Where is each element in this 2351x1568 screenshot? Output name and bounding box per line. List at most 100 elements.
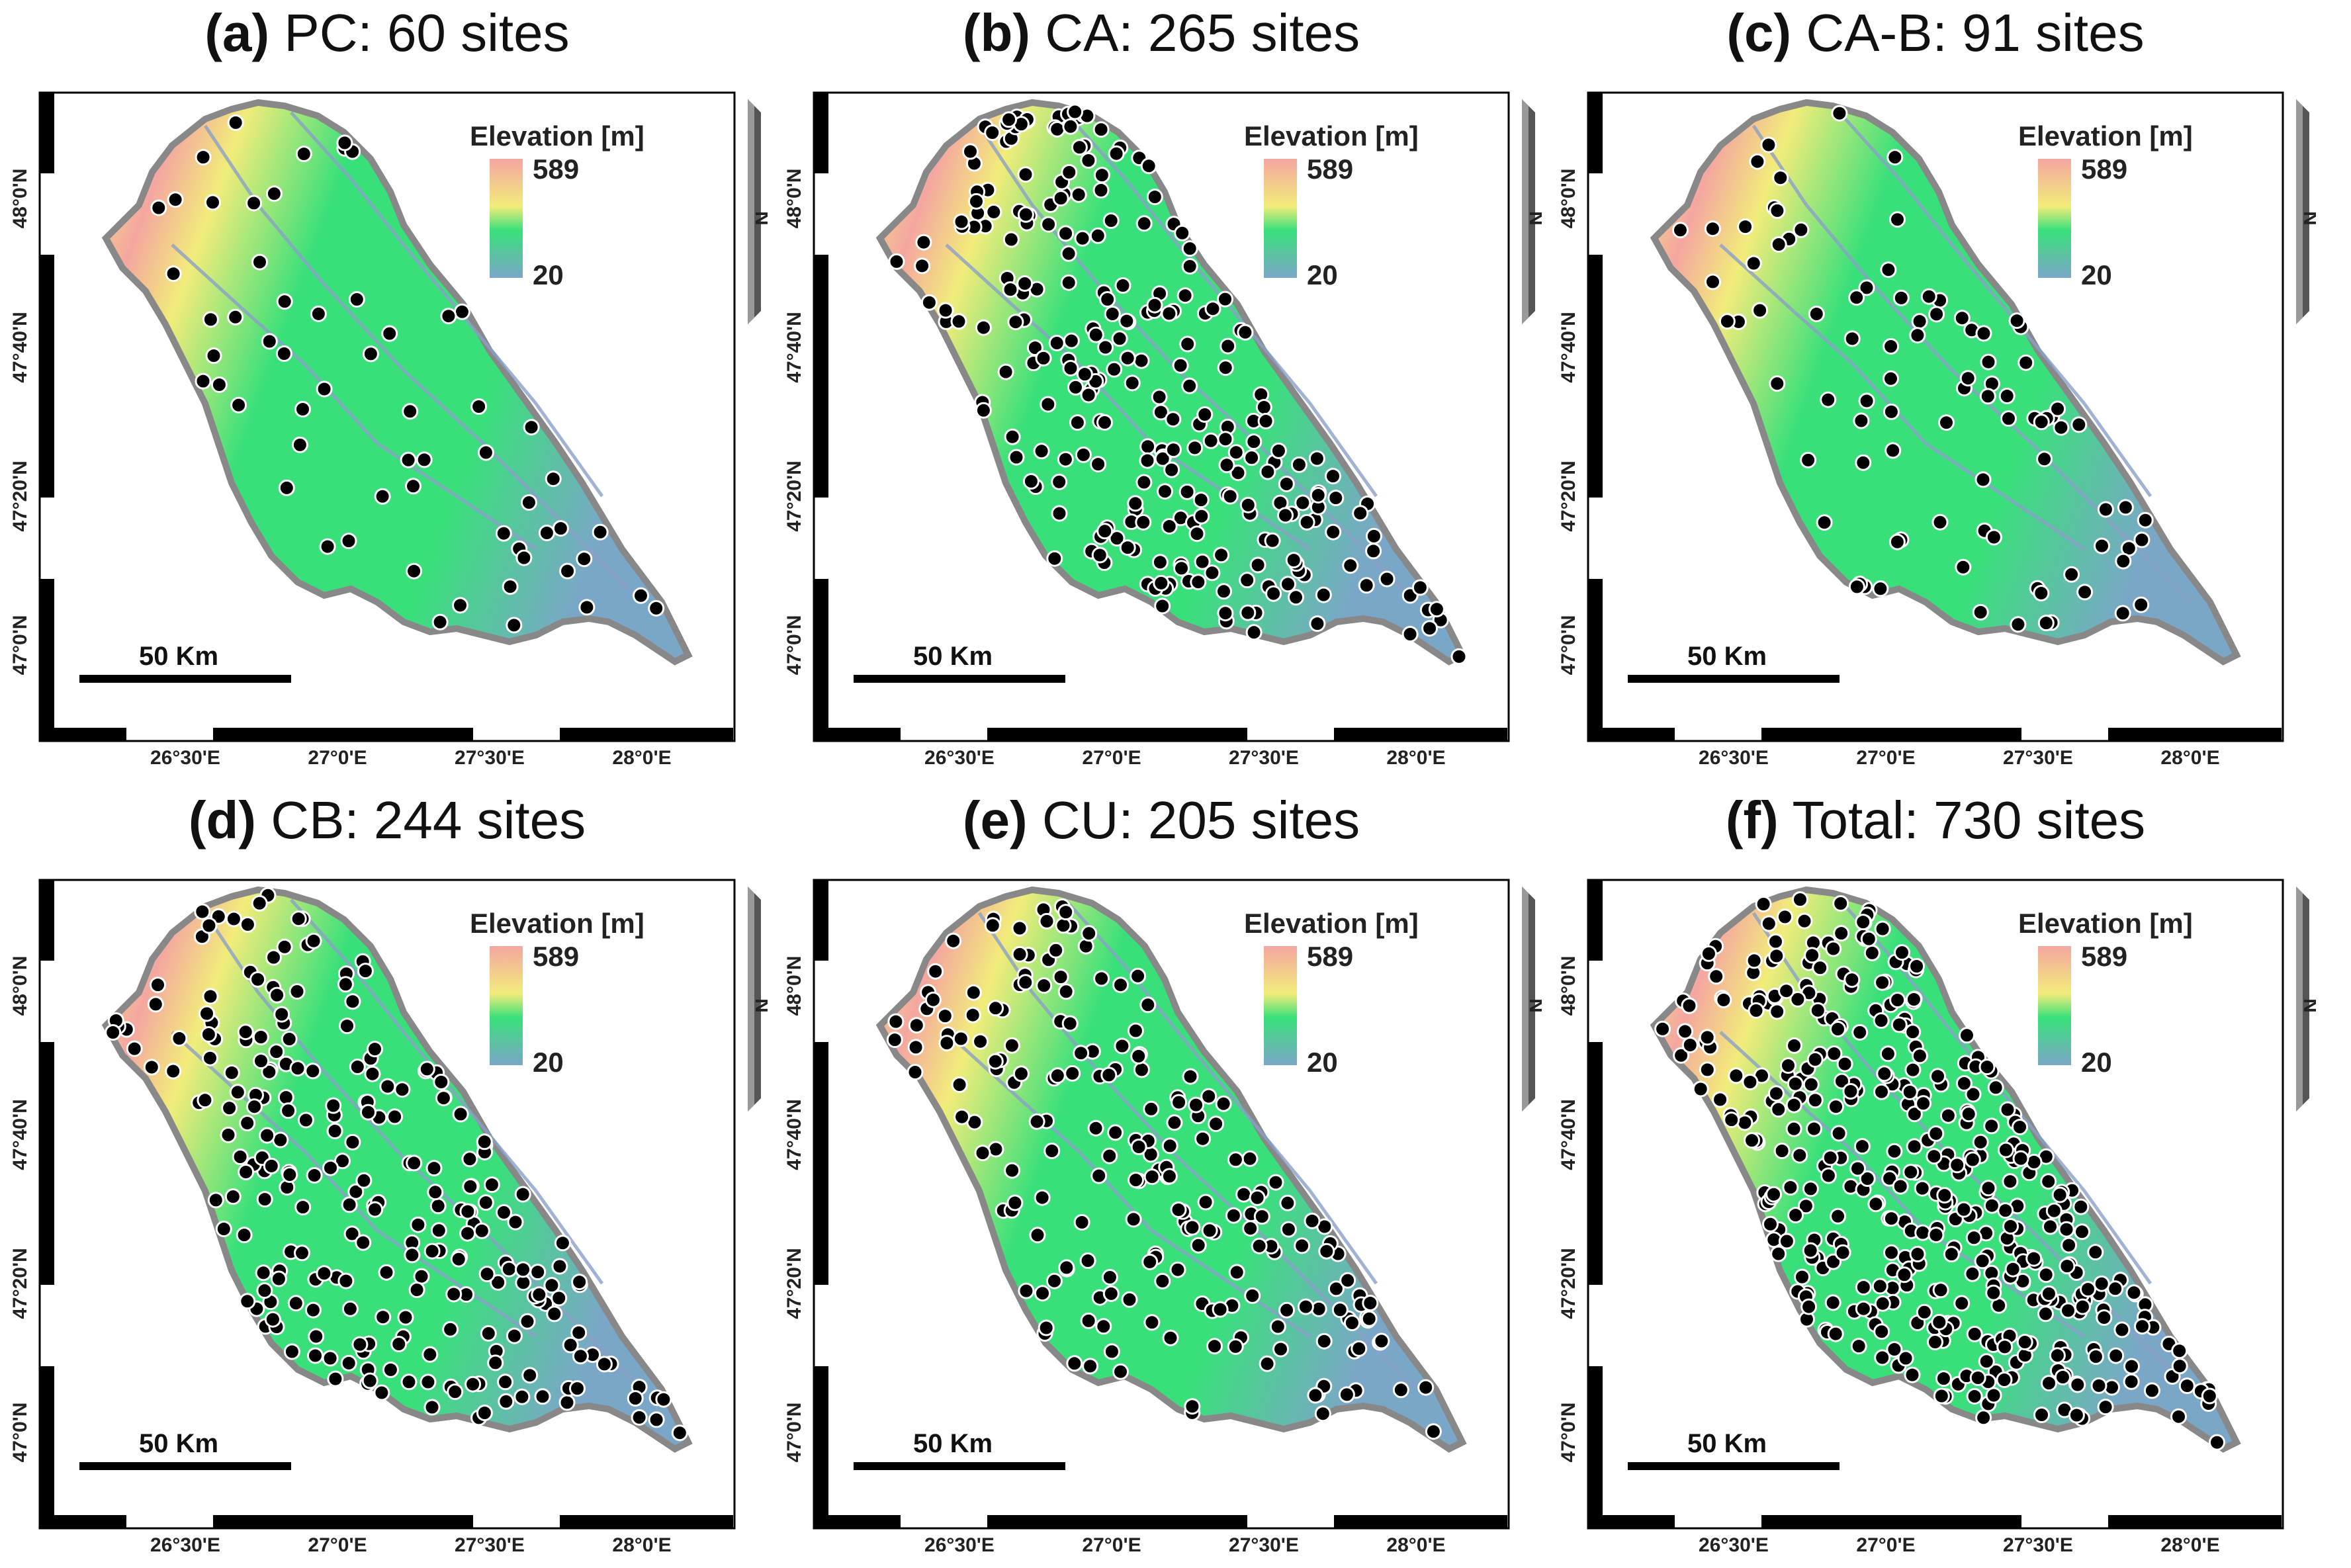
site-marker [1867,1196,1885,1213]
site-marker [576,550,593,568]
site-marker [355,1234,372,1251]
site-marker [515,1261,531,1278]
site-marker [1749,153,1766,170]
site-marker [334,1153,351,1170]
scale-bar: 50 Km [79,642,291,683]
site-marker [1411,579,1429,596]
y-tick-label: 47°0'N [9,615,31,675]
site-marker [2041,1375,2057,1392]
site-marker [1672,222,1689,239]
site-marker [2059,1258,2076,1275]
site-marker [1245,433,1263,451]
site-marker [1154,597,1171,615]
site-marker [390,1336,408,1352]
site-marker [408,1282,425,1299]
site-marker [1091,546,1108,564]
site-marker [1128,1172,1144,1188]
x-tick-label: 28°0'E [1386,1534,1445,1555]
site-marker [150,977,166,994]
site-marker [278,479,295,496]
site-marker [1061,1015,1079,1032]
site-marker [1365,527,1382,544]
site-marker [572,1348,589,1365]
site-marker [462,1178,479,1195]
north-label: N [751,211,768,226]
site-marker [147,996,164,1013]
x-tick-label: 26°30'E [150,1534,220,1555]
site-marker [648,1411,665,1428]
site-marker [497,1373,514,1391]
y-tick-label: 47°0'N [783,615,805,675]
site-marker [308,1328,325,1345]
site-marker [1904,1366,1921,1383]
site-marker [227,308,244,326]
site-marker [461,1151,478,1168]
site-marker [1860,930,1877,947]
site-marker [1165,441,1182,458]
site-marker [265,949,282,966]
site-marker [2093,1275,2110,1292]
site-marker [1752,302,1769,319]
site-marker [1017,974,1034,991]
site-marker [1874,1349,1891,1366]
site-marker [351,1336,369,1353]
neatline-bar-bottom [1334,728,1507,741]
site-marker [1843,971,1861,988]
site-marker [1103,1343,1120,1360]
site-marker [2049,400,2066,417]
site-marker [1974,1252,1991,1270]
map-svg: Elevation [m]589 20 50 Km 48°0'N 47°40'N 47°2… [9,879,768,1555]
site-marker [1996,1338,2014,1356]
site-marker [1081,925,1098,942]
neatline-bar-bottom [1761,728,1935,741]
scale-bar: 50 Km [1628,1429,1840,1470]
site-marker [167,191,184,208]
site-marker [1769,375,1786,392]
site-marker [1972,1133,1989,1151]
site-marker [1206,1338,1223,1355]
site-marker [423,1242,441,1260]
site-marker [200,1026,217,1043]
neatline-bar-left [1588,880,1603,961]
site-marker [379,1078,396,1095]
neatline-bar-bottom [1935,728,2021,741]
site-marker [476,1405,493,1421]
site-marker [1114,1037,1131,1055]
neatline-bar-left [40,417,54,498]
site-marker [1914,1180,1931,1197]
site-marker [2051,1186,2068,1203]
site-marker [975,402,992,419]
site-marker [1997,1202,2014,1219]
site-marker [1073,1214,1090,1231]
site-marker [2033,414,2050,431]
site-marker [224,1188,242,1205]
neatline-bar-left [40,880,54,961]
site-marker [1778,1233,1795,1250]
site-marker [381,325,398,342]
site-marker [306,1167,323,1184]
site-marker [483,1176,500,1194]
site-marker [1154,1272,1171,1289]
x-tick-label: 28°0'E [1386,747,1445,767]
neatline-bar-bottom [1161,728,1247,741]
site-marker [1792,891,1808,908]
site-marker [275,345,292,362]
site-marker [2114,605,2131,622]
site-marker [1378,570,1396,588]
x-tick-label: 27°30'E [455,747,525,767]
site-marker [1218,457,1235,474]
site-marker [246,1098,263,1115]
site-marker [413,1268,430,1285]
map-svg: Elevation [m]589 20 50 Km 48°0'N 47°40'N 47°2… [783,879,1542,1555]
river-line [1838,111,2152,498]
site-marker [633,587,649,604]
map-svg: Elevation [m]589 20 50 Km 48°0'N 47°40'N 47°2… [1558,879,2316,1555]
site-marker [559,562,576,580]
site-marker [452,597,468,614]
site-marker [1161,1137,1178,1154]
neatline-bar-bottom [814,1515,901,1528]
site-marker [1830,1021,1846,1037]
site-marker [1279,1194,1296,1211]
elevation-legend: Elevation [m]589 20 [470,908,644,1078]
site-marker [1855,1300,1872,1317]
